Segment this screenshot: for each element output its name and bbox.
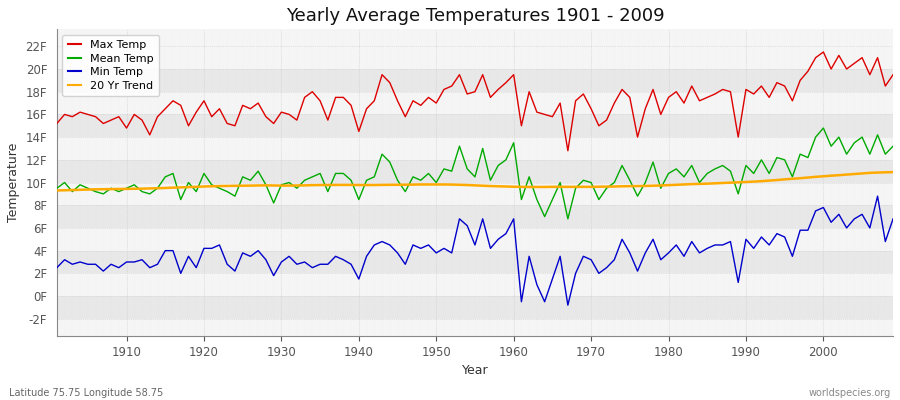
Bar xyxy=(57,182,893,205)
Bar xyxy=(57,92,893,114)
Bar xyxy=(57,251,893,273)
Bar xyxy=(57,114,893,137)
Bar xyxy=(57,228,893,251)
Text: worldspecies.org: worldspecies.org xyxy=(809,388,891,398)
Bar xyxy=(57,69,893,92)
Bar xyxy=(57,273,893,296)
Title: Yearly Average Temperatures 1901 - 2009: Yearly Average Temperatures 1901 - 2009 xyxy=(285,7,664,25)
Bar xyxy=(57,205,893,228)
Bar xyxy=(57,160,893,182)
Legend: Max Temp, Mean Temp, Min Temp, 20 Yr Trend: Max Temp, Mean Temp, Min Temp, 20 Yr Tre… xyxy=(62,35,159,96)
Bar xyxy=(57,46,893,69)
X-axis label: Year: Year xyxy=(462,364,489,377)
Y-axis label: Temperature: Temperature xyxy=(7,143,20,222)
Text: Latitude 75.75 Longitude 58.75: Latitude 75.75 Longitude 58.75 xyxy=(9,388,163,398)
Bar xyxy=(57,137,893,160)
Bar xyxy=(57,296,893,319)
